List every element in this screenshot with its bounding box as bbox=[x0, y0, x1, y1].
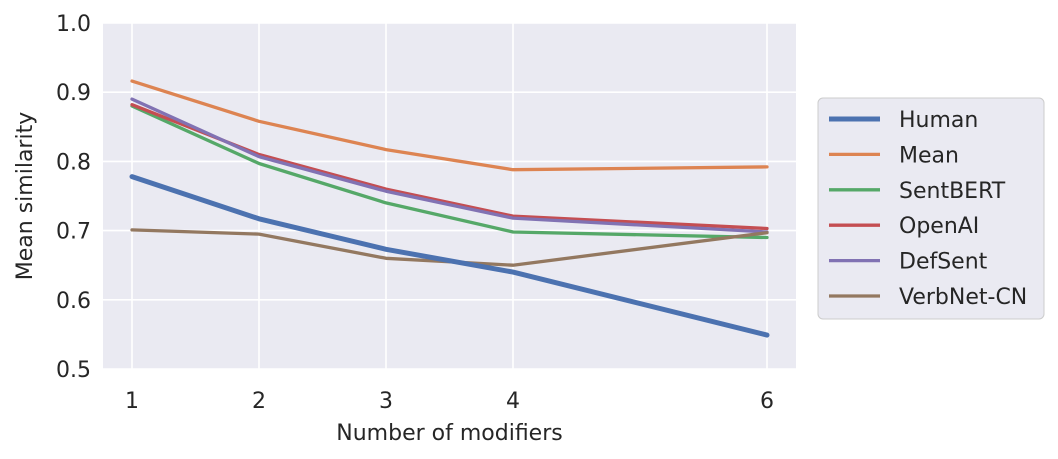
x-tick-labels: 1 2 3 4 6 bbox=[125, 389, 774, 414]
y-tick-labels: 0.5 0.6 0.7 0.8 0.9 1.0 bbox=[56, 12, 91, 383]
legend: Human Mean SentBERT OpenAI DefSent VerbNet-CN bbox=[817, 97, 1045, 320]
x-tick-label: 3 bbox=[379, 389, 393, 414]
y-tick-label: 1.0 bbox=[56, 12, 91, 37]
legend-label-defsent: DefSent bbox=[899, 250, 988, 275]
y-tick-label: 0.8 bbox=[56, 150, 91, 175]
legend-label-human: Human bbox=[899, 108, 978, 133]
series-line-defsent bbox=[130, 97, 769, 234]
y-tick-label: 0.5 bbox=[56, 358, 91, 383]
legend-label-verbnet-cn: VerbNet-CN bbox=[899, 285, 1027, 310]
x-tick-label: 2 bbox=[252, 389, 266, 414]
x-tick-label: 4 bbox=[506, 389, 520, 414]
series-line-mean bbox=[130, 79, 769, 172]
series-line-sentbert bbox=[130, 104, 769, 240]
y-tick-label: 0.6 bbox=[56, 289, 91, 314]
legend-label-openai: OpenAI bbox=[899, 214, 979, 239]
x-axis-label: Number of modifiers bbox=[336, 421, 562, 446]
x-tick-label: 6 bbox=[760, 389, 774, 414]
legend-label-mean: Mean bbox=[899, 143, 959, 168]
y-tick-label: 0.7 bbox=[56, 220, 91, 245]
series-line-human bbox=[129, 174, 770, 338]
y-tick-label: 0.9 bbox=[56, 81, 91, 106]
y-axis-label: Mean similarity bbox=[13, 112, 38, 280]
series-line-verbnet-cn bbox=[130, 228, 769, 267]
grid-lines bbox=[103, 22, 796, 370]
series-lines bbox=[129, 79, 770, 338]
legend-label-sentbert: SentBERT bbox=[899, 179, 1006, 204]
x-tick-label: 1 bbox=[125, 389, 139, 414]
